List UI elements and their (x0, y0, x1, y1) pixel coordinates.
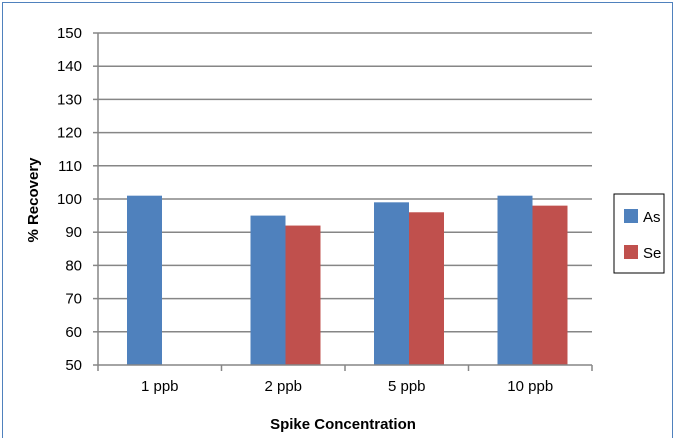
bar-as-1 (250, 215, 286, 365)
y-tick-label: 100 (57, 191, 82, 208)
x-tick-labels: 1 ppb 2 ppb 5 ppb 10 ppb (141, 378, 553, 395)
y-tick-label: 70 (65, 291, 82, 308)
legend-label-se: Se (643, 245, 661, 262)
x-tick-label: 1 ppb (141, 378, 179, 395)
y-tick-label: 80 (65, 257, 82, 274)
y-tick-label: 140 (57, 58, 82, 75)
legend-label-as: As (643, 209, 661, 226)
y-tick-label: 90 (65, 224, 82, 241)
y-tick-label: 60 (65, 324, 82, 341)
x-tick-label: 10 ppb (507, 378, 553, 395)
bars (127, 195, 568, 365)
legend-box (613, 193, 665, 274)
bar-as-0 (127, 195, 162, 365)
bar-se-2 (409, 212, 444, 365)
x-tick-label: 5 ppb (388, 378, 426, 395)
legend-swatch-se (624, 245, 638, 259)
y-tick-label: 50 (65, 357, 82, 374)
y-tick-label: 110 (58, 158, 82, 175)
gridlines (98, 32, 592, 333)
y-tick-label: 130 (57, 91, 82, 108)
y-axis-title: % Recovery (25, 157, 42, 243)
x-tick-label: 2 ppb (264, 378, 302, 395)
bar-se-1 (285, 225, 321, 365)
x-axis-title: Spike Concentration (270, 416, 416, 433)
bar-as-2 (374, 202, 409, 365)
y-tick-label: 120 (57, 125, 82, 142)
y-tick-label: 150 (57, 25, 82, 42)
bar-se-3 (532, 205, 568, 365)
bar-as-3 (497, 195, 533, 365)
y-tick-labels: 50 60 70 80 90 100 110 120 130 140 150 (57, 25, 98, 374)
legend: As Se (613, 193, 665, 274)
legend-swatch-as (624, 209, 638, 223)
